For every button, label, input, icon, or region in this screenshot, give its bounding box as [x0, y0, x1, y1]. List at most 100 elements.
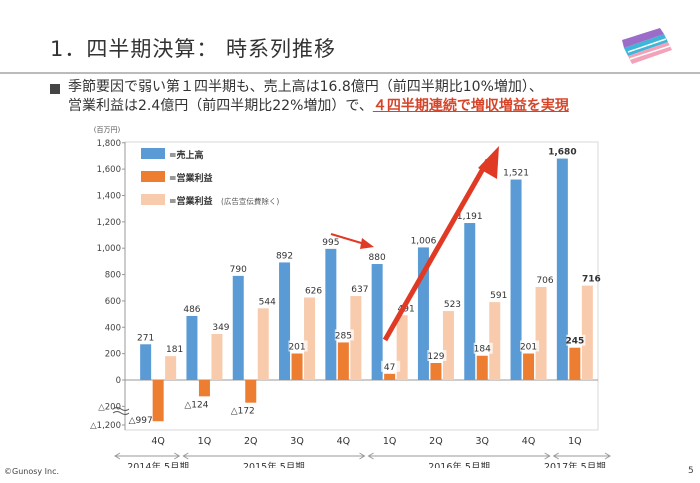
data-label-operating-profit-ex-ads: 706: [536, 276, 553, 286]
arrowhead-large-icon: [478, 146, 499, 179]
bar-revenue: [279, 262, 291, 380]
bar-operating-profit: [476, 355, 488, 380]
title-divider: [0, 72, 700, 74]
bar-revenue: [371, 264, 383, 380]
bar-operating-profit-ex-ads: [581, 285, 593, 380]
copyright: ©Gunosy Inc.: [4, 467, 60, 476]
data-label-revenue: 1,521: [503, 169, 529, 179]
bar-revenue: [325, 248, 337, 380]
data-label-operating-profit-ex-ads: 181: [166, 345, 183, 355]
bar-operating-profit-ex-ads: [442, 311, 454, 380]
data-label-operating-profit: △997: [129, 416, 153, 426]
data-label-bg: [566, 334, 586, 346]
data-label-operating-profit-ex-ads: 716: [582, 275, 601, 285]
bar-operating-profit-ex-ads: [535, 286, 547, 380]
gunosy-logo-icon: [622, 28, 672, 64]
bar-operating-profit-ex-ads: [304, 297, 316, 380]
trend-arrow-large: [382, 158, 491, 342]
bar-operating-profit: [384, 373, 396, 380]
data-label-operating-profit: 245: [565, 337, 584, 347]
bar-operating-profit-ex-ads: [489, 302, 501, 380]
bullet-square-icon: [50, 84, 60, 94]
axis-break-icon: [112, 407, 130, 415]
data-label-operating-profit: 129: [427, 352, 444, 362]
y-tick-label: 1,600: [97, 165, 121, 175]
x-tick-label: 2Q: [429, 436, 443, 447]
bar-revenue: [140, 344, 152, 380]
bracket-arrow-icon: [544, 452, 551, 460]
year-group-label: 2017年 5月期: [544, 461, 606, 468]
legend-label: =営業利益: [169, 172, 213, 184]
data-label-operating-profit: △124: [184, 400, 208, 410]
y-tick-label: 1,800: [97, 139, 121, 149]
bar-revenue: [464, 223, 476, 380]
data-label-operating-profit: 201: [288, 343, 305, 353]
page-title: 1．四半期決算： 時系列推移: [50, 37, 337, 61]
x-tick-label: 1Q: [198, 436, 212, 447]
year-group-label: 2016年 5月期: [428, 461, 490, 468]
x-tick-label: 1Q: [383, 436, 397, 447]
quarterly-bar-chart: (百万円) 1,800 1,600 1,400 1,200 1,000 800 600 400 2…: [90, 126, 611, 468]
y-tick-label: 0: [116, 376, 121, 386]
y-tick-label: △200: [98, 402, 121, 412]
year-group-label: 2015年 5月期: [243, 461, 305, 468]
bar-revenue: [510, 179, 522, 380]
y-tick-label: 600: [105, 297, 121, 307]
legend-label: =営業利益: [169, 195, 213, 207]
bar-revenue: [556, 158, 568, 380]
data-label-bg: [473, 342, 493, 354]
summary-line-2: 営業利益は2.4億円（前四半期比22%増加）で、４四半期連続で増収増益を実現: [68, 97, 569, 116]
y-tick-label: 1,000: [97, 244, 121, 254]
data-label-revenue: 1,006: [411, 236, 437, 246]
x-tick-label: 3Q: [475, 436, 489, 447]
y-axis-unit: (百万円): [94, 126, 121, 134]
x-tick-label: 2Q: [244, 436, 258, 447]
bar-operating-profit-ex-ads: [165, 356, 177, 380]
data-label-revenue: 995: [322, 238, 339, 248]
data-label-operating-profit: 201: [520, 343, 537, 353]
bar-operating-profit: [291, 353, 303, 380]
data-label-operating-profit: 184: [474, 345, 491, 355]
data-label-operating-profit: △172: [231, 407, 255, 417]
legend-label: =売上高: [169, 149, 204, 161]
bracket-arrow-icon: [114, 452, 121, 460]
arrowhead-small-icon: [360, 238, 374, 249]
bar-revenue: [186, 315, 198, 380]
bar-operating-profit: [569, 347, 581, 380]
bar-revenue: [232, 275, 244, 380]
data-label-bg: [520, 340, 540, 352]
x-tick-label: 4Q: [151, 436, 165, 447]
summary-line-2-text: 営業利益は2.4億円（前四半期比22%増加）で、: [68, 98, 373, 114]
x-tick-label: 4Q: [337, 436, 351, 447]
data-label-bg: [334, 329, 354, 341]
bar-operating-profit: [245, 380, 257, 403]
legend-note: (広告宣伝費除く): [221, 196, 279, 206]
data-label-revenue: 1,680: [548, 148, 576, 158]
bracket-arrow-icon: [367, 452, 374, 460]
year-group-label: 2014年 5月期: [127, 461, 189, 468]
y-tick-label: 200: [105, 350, 121, 360]
data-label-operating-profit-ex-ads: 491: [398, 304, 415, 314]
y-tick-label: 1,400: [97, 191, 121, 201]
bracket-arrow-icon: [182, 452, 189, 460]
bar-operating-profit: [152, 380, 164, 422]
summary-bullet: 季節要因で弱い第１四半期も、売上高は16.8億円（前四半期比10%増加）、 営業…: [68, 78, 569, 116]
summary-emphasis: ４四半期連続で増収増益を実現: [372, 98, 569, 114]
data-label-operating-profit: 285: [335, 331, 352, 341]
data-label-operating-profit-ex-ads: 591: [490, 291, 507, 301]
data-label-operating-profit-ex-ads: 626: [305, 286, 322, 296]
summary-line-1: 季節要因で弱い第１四半期も、売上高は16.8億円（前四半期比10%増加）、: [68, 79, 543, 95]
data-label-revenue: 1,191: [457, 212, 483, 222]
data-label-operating-profit-ex-ads: 349: [212, 323, 229, 333]
x-tick-label: 4Q: [522, 436, 536, 447]
data-label-revenue: 892: [276, 251, 293, 261]
bar-operating-profit: [430, 362, 442, 380]
legend-swatch: [141, 194, 165, 205]
bar-revenue: [417, 247, 429, 380]
bracket-arrow-icon: [359, 452, 366, 460]
data-label-bg: [381, 360, 401, 372]
bar-operating-profit-ex-ads: [396, 315, 408, 380]
data-label-bg: [288, 340, 308, 352]
bracket-arrow-icon: [552, 452, 559, 460]
bar-operating-profit-ex-ads: [257, 308, 269, 380]
